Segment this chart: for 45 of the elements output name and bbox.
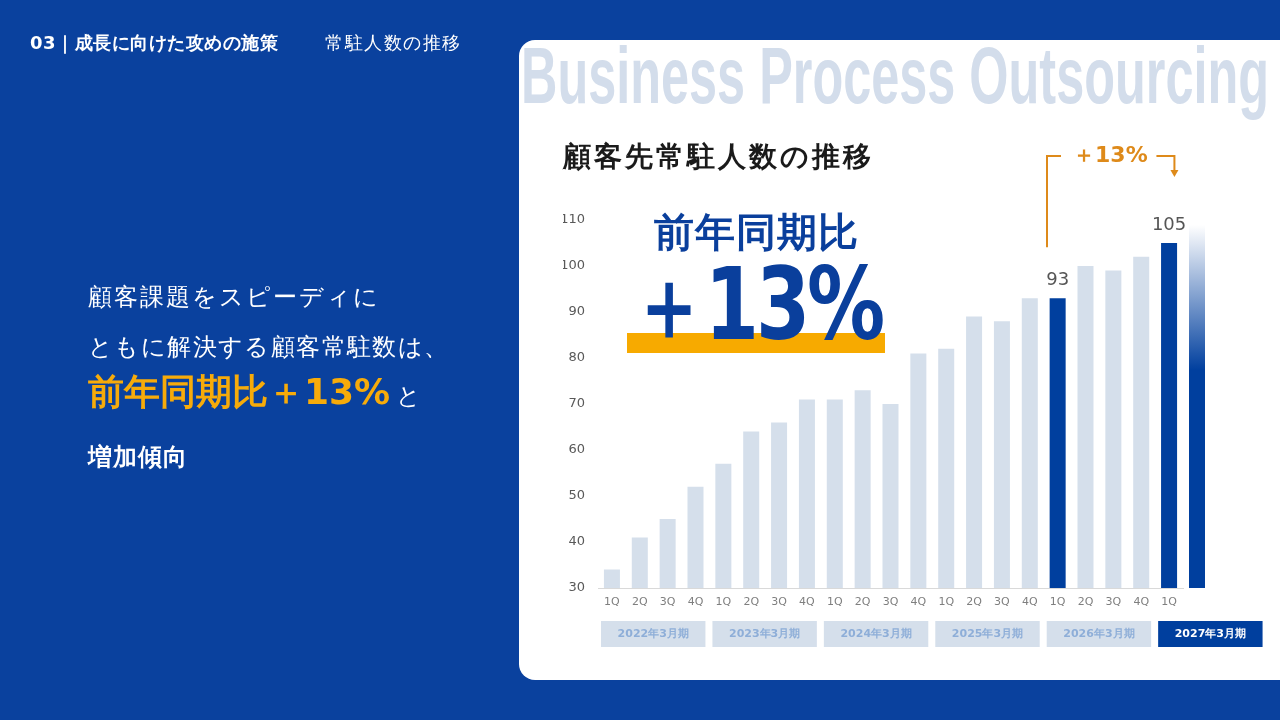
text: と xyxy=(396,382,422,410)
text: ともに解決する顧客常駐数は、 xyxy=(88,333,450,361)
x-tick-label: 1Q xyxy=(715,595,732,609)
x-tick-label: 2Q xyxy=(631,595,648,609)
x-tick-label: 2Q xyxy=(854,595,871,609)
text: 常駐人数の推移 xyxy=(325,32,462,54)
text: 2027年3月期 xyxy=(1174,626,1246,640)
text: 03｜成長に向けた攻めの施策 xyxy=(30,32,279,54)
x-tick-label: 3Q xyxy=(771,595,788,609)
x-tick-label: 4Q xyxy=(1021,595,1038,609)
text: 前年同期比＋13% xyxy=(88,371,391,412)
x-tick-label: 3Q xyxy=(882,595,899,609)
x-tick-label: 1Q xyxy=(1161,595,1178,609)
x-tick-label: 4Q xyxy=(687,595,704,609)
x-tick-label: 1Q xyxy=(604,595,621,609)
text: 2022年3月期 xyxy=(617,626,689,640)
data-label: 105 xyxy=(1151,212,1187,234)
x-tick-label: 3Q xyxy=(994,595,1011,609)
y-tick-label: 70 xyxy=(568,395,585,411)
x-tick-label: 1Q xyxy=(938,595,955,609)
y-tick-label: 50 xyxy=(568,487,585,503)
y-tick-label: 60 xyxy=(568,441,585,457)
text: 2024年3月期 xyxy=(840,626,912,640)
data-label: 93 xyxy=(1046,267,1070,289)
x-tick-label: 2Q xyxy=(743,595,760,609)
x-tick-label: 2Q xyxy=(1077,595,1094,609)
y-tick-label: 90 xyxy=(568,303,585,319)
x-tick-label: 3Q xyxy=(659,595,676,609)
text: 顧客課題をスピーディに xyxy=(88,283,380,311)
text: 2026年3月期 xyxy=(1063,626,1135,640)
x-tick-label: 2Q xyxy=(966,595,983,609)
text: 2023年3月期 xyxy=(729,626,801,640)
x-tick-label: 4Q xyxy=(910,595,927,609)
y-tick-label: 40 xyxy=(568,533,585,549)
x-tick-label: 1Q xyxy=(826,595,843,609)
text: ＋13% xyxy=(1073,141,1148,167)
y-tick-label: 80 xyxy=(568,349,585,365)
x-tick-label: 1Q xyxy=(1049,595,1066,609)
y-tick-label: 30 xyxy=(568,579,585,595)
x-tick-label: 3Q xyxy=(1105,595,1122,609)
text: 増加傾向 xyxy=(88,443,188,471)
x-tick-label: 4Q xyxy=(1133,595,1150,609)
x-tick-label: 4Q xyxy=(799,595,816,609)
chart-title: 顧客先常駐人数の推移 xyxy=(563,140,874,174)
text: 2025年3月期 xyxy=(951,626,1024,640)
